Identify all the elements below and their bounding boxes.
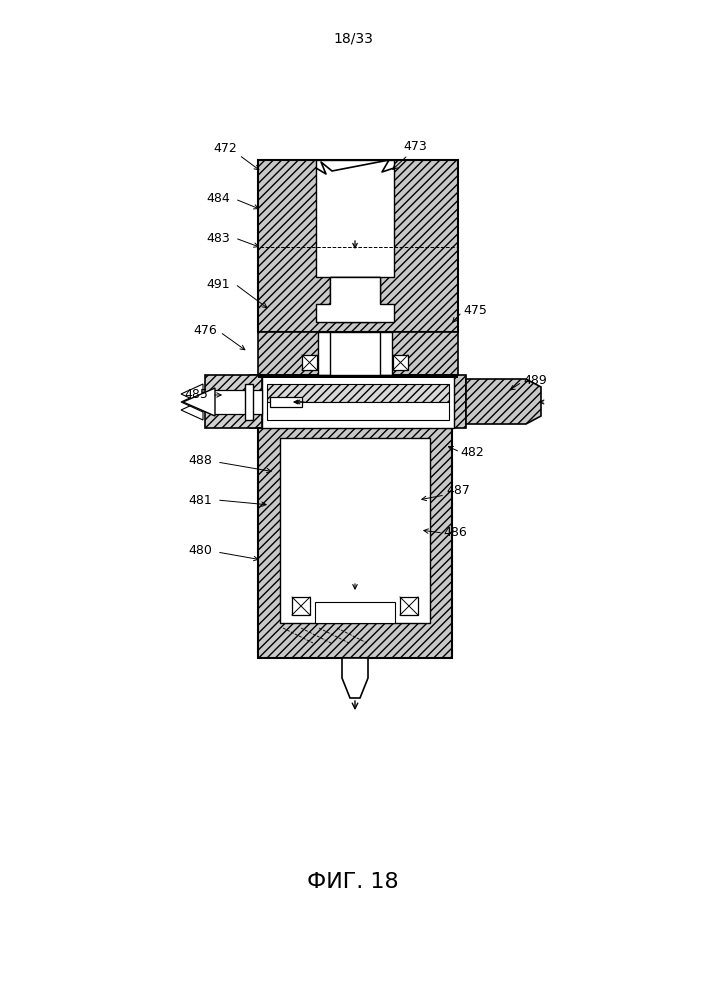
Text: 480: 480 (188, 544, 212, 556)
Bar (250, 375, 466, 428)
Bar (292, 597, 310, 615)
Bar (258, 375, 458, 378)
Text: 484: 484 (206, 192, 230, 206)
Polygon shape (466, 379, 541, 424)
Bar (302, 355, 317, 370)
Bar (280, 438, 430, 623)
Polygon shape (316, 277, 394, 322)
Text: 491: 491 (206, 277, 230, 290)
Bar (205, 375, 262, 428)
Text: 482: 482 (460, 446, 484, 458)
Bar (315, 602, 395, 623)
Text: 488: 488 (188, 454, 212, 466)
Bar (258, 428, 452, 658)
Text: 483: 483 (206, 232, 230, 244)
Bar (267, 384, 449, 402)
Bar (330, 332, 380, 375)
Polygon shape (181, 392, 203, 412)
Bar (245, 384, 253, 420)
Text: 476: 476 (193, 324, 217, 336)
Polygon shape (270, 397, 302, 407)
Text: 485: 485 (184, 388, 208, 401)
Bar (210, 390, 262, 414)
Polygon shape (181, 400, 203, 420)
Text: ФИГ. 18: ФИГ. 18 (307, 872, 399, 892)
Text: 487: 487 (446, 484, 470, 496)
Text: 481: 481 (188, 493, 212, 506)
Bar (393, 355, 408, 370)
Polygon shape (183, 388, 215, 416)
Polygon shape (316, 160, 394, 277)
Text: 473: 473 (403, 140, 427, 153)
Text: 489: 489 (523, 373, 547, 386)
Polygon shape (181, 384, 203, 404)
Polygon shape (342, 658, 368, 698)
Text: 18/33: 18/33 (333, 31, 373, 45)
Bar (267, 402, 449, 420)
Text: 475: 475 (463, 304, 487, 316)
Bar (318, 332, 392, 375)
Polygon shape (330, 277, 380, 322)
Bar (262, 375, 454, 428)
Bar (400, 597, 418, 615)
Bar (258, 332, 458, 375)
Text: 472: 472 (213, 141, 237, 154)
Text: 486: 486 (443, 526, 467, 538)
Bar (258, 160, 458, 332)
